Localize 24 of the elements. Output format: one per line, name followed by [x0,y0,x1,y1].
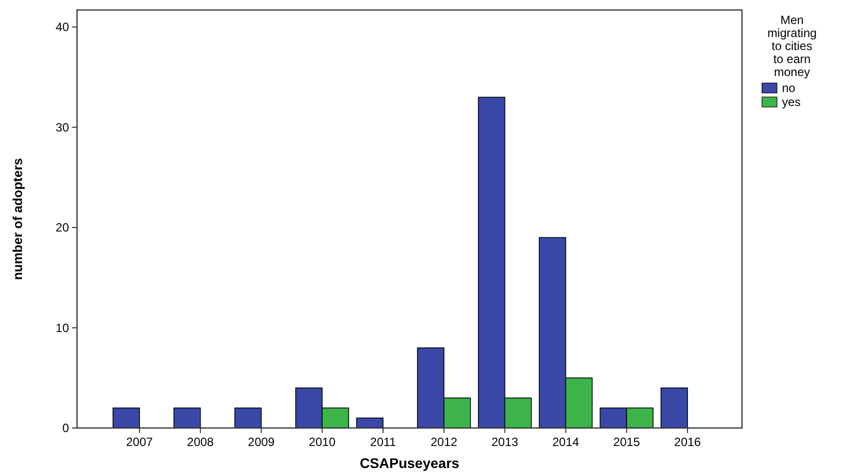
bar [234,408,262,428]
x-tick-label: 2016 [674,435,702,449]
x-tick-label: 2014 [552,435,580,449]
x-tick-label: 2007 [126,435,154,449]
x-tick-label: 2013 [491,435,519,449]
y-tick-label: 0 [62,421,70,436]
x-tick-label: 2009 [248,435,275,449]
x-tick-label: 2015 [613,435,640,449]
y-tick-label: 10 [56,320,70,335]
x-tick-label: 2012 [430,435,458,449]
x-tick-label: 2010 [308,435,336,449]
y-tick-label: 20 [56,220,70,235]
bar [173,408,201,428]
bar [356,418,384,428]
x-tick-label: 2011 [370,435,396,449]
y-tick-label: 30 [56,120,70,134]
x-tick-label: 2008 [187,435,214,449]
x-axis-title: CSAPuseyears [360,455,460,471]
bar [660,388,688,428]
legend-label: yes [782,95,801,110]
y-axis-title: number of adopters [10,158,25,280]
y-tick-label: 40 [56,20,70,34]
bar [112,408,140,428]
legend-label: no [782,81,796,96]
